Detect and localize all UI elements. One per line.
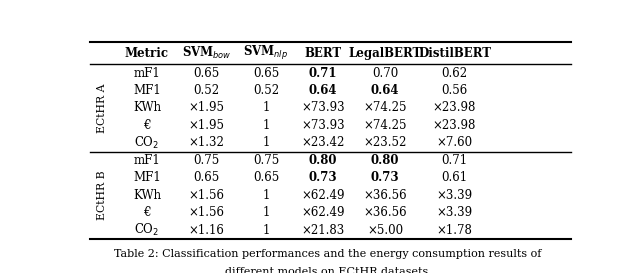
Text: €: € <box>143 119 150 132</box>
Text: 0.52: 0.52 <box>193 84 220 97</box>
Text: MF1: MF1 <box>133 171 161 184</box>
Text: ×1.78: ×1.78 <box>436 224 472 236</box>
Text: ×21.83: ×21.83 <box>301 224 345 236</box>
Text: ×36.56: ×36.56 <box>364 189 407 202</box>
Text: 1: 1 <box>262 119 269 132</box>
Text: ×1.95: ×1.95 <box>189 119 225 132</box>
Text: ×62.49: ×62.49 <box>301 189 345 202</box>
Text: ×7.60: ×7.60 <box>436 136 472 149</box>
Text: ×1.95: ×1.95 <box>189 101 225 114</box>
Text: KWh: KWh <box>133 189 161 202</box>
Text: ×62.49: ×62.49 <box>301 206 345 219</box>
Text: CO$_2$: CO$_2$ <box>134 222 159 238</box>
Text: 0.65: 0.65 <box>253 171 279 184</box>
Text: ×23.98: ×23.98 <box>433 119 476 132</box>
Text: 0.65: 0.65 <box>193 67 220 79</box>
Text: 0.61: 0.61 <box>442 171 468 184</box>
Text: 0.75: 0.75 <box>253 154 279 167</box>
Text: mF1: mF1 <box>134 154 161 167</box>
Text: 0.65: 0.65 <box>253 67 279 79</box>
Text: 0.62: 0.62 <box>442 67 468 79</box>
Text: DistilBERT: DistilBERT <box>418 47 491 60</box>
Text: Metric: Metric <box>125 47 169 60</box>
Text: ×3.39: ×3.39 <box>436 206 472 219</box>
Text: Table 2: Classification performances and the energy consumption results of: Table 2: Classification performances and… <box>115 249 541 259</box>
Text: €: € <box>143 206 150 219</box>
Text: ×73.93: ×73.93 <box>301 101 345 114</box>
Text: 1: 1 <box>262 136 269 149</box>
Text: SVM$_{bow}$: SVM$_{bow}$ <box>182 45 231 61</box>
Text: 0.73: 0.73 <box>308 171 337 184</box>
Text: ×23.42: ×23.42 <box>301 136 345 149</box>
Text: ×23.52: ×23.52 <box>364 136 407 149</box>
Text: 0.64: 0.64 <box>308 84 337 97</box>
Text: KWh: KWh <box>133 101 161 114</box>
Text: SVM$_{nlp}$: SVM$_{nlp}$ <box>243 44 289 62</box>
Text: ×73.93: ×73.93 <box>301 119 345 132</box>
Text: 0.56: 0.56 <box>442 84 468 97</box>
Text: different models on ECtHR datasets.: different models on ECtHR datasets. <box>225 267 431 273</box>
Text: 0.71: 0.71 <box>308 67 337 79</box>
Text: 1: 1 <box>262 189 269 202</box>
Text: ×1.56: ×1.56 <box>189 206 225 219</box>
Text: ×23.98: ×23.98 <box>433 101 476 114</box>
Text: ×1.56: ×1.56 <box>189 189 225 202</box>
Text: LegalBERT: LegalBERT <box>348 47 422 60</box>
Text: ×36.56: ×36.56 <box>364 206 407 219</box>
Text: BERT: BERT <box>305 47 342 60</box>
Text: ECtHR A: ECtHR A <box>97 83 108 133</box>
Text: ×74.25: ×74.25 <box>364 119 407 132</box>
Text: 1: 1 <box>262 224 269 236</box>
Text: 0.80: 0.80 <box>371 154 399 167</box>
Text: 0.65: 0.65 <box>193 171 220 184</box>
Text: 0.64: 0.64 <box>371 84 399 97</box>
Text: 0.75: 0.75 <box>193 154 220 167</box>
Text: 0.73: 0.73 <box>371 171 399 184</box>
Text: ×3.39: ×3.39 <box>436 189 472 202</box>
Text: 0.80: 0.80 <box>308 154 337 167</box>
Text: 0.71: 0.71 <box>442 154 468 167</box>
Text: ×5.00: ×5.00 <box>367 224 403 236</box>
Text: mF1: mF1 <box>134 67 161 79</box>
Text: ECtHR B: ECtHR B <box>97 170 108 220</box>
Text: 1: 1 <box>262 101 269 114</box>
Text: 1: 1 <box>262 206 269 219</box>
Text: MF1: MF1 <box>133 84 161 97</box>
Text: ×1.32: ×1.32 <box>189 136 225 149</box>
Text: CO$_2$: CO$_2$ <box>134 135 159 151</box>
Text: ×74.25: ×74.25 <box>364 101 407 114</box>
Text: 0.52: 0.52 <box>253 84 279 97</box>
Text: 0.70: 0.70 <box>372 67 398 79</box>
Text: ×1.16: ×1.16 <box>189 224 225 236</box>
